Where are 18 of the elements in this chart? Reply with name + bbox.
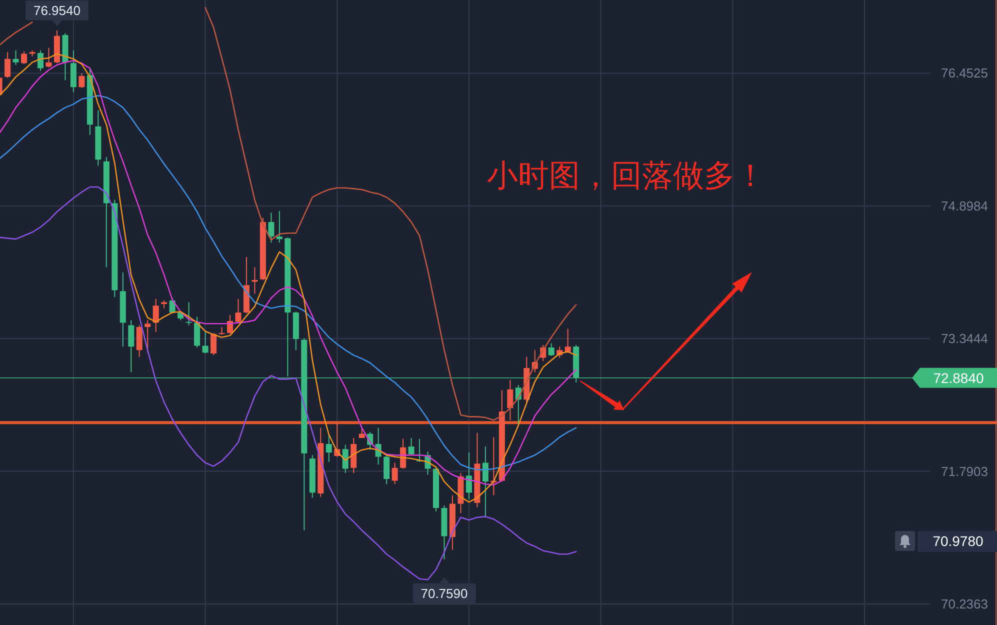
candlestick — [252, 267, 258, 294]
annotation: 76.9540 — [33, 2, 80, 18]
candlestick — [218, 327, 225, 335]
y-tick-label: 74.8984 — [941, 198, 988, 214]
alert-tag: 70.9780 — [918, 531, 997, 552]
y-tick-label: 76.4525 — [941, 66, 988, 81]
text: 小时图，回落做多！ — [487, 158, 766, 194]
ref-line-label: 72.8840 — [933, 370, 984, 386]
y-tick-label: 70.2363 — [941, 596, 988, 612]
candlestick — [276, 210, 282, 242]
y-tick-label: 71.7903 — [941, 464, 988, 479]
callout: 76.9540 — [25, 0, 88, 26]
y-tick-label: 73.3444 — [941, 331, 988, 346]
candlestick — [12, 50, 19, 65]
annotation: 70.7590 — [420, 586, 468, 601]
price-tag: 72.8840 — [912, 368, 997, 388]
candlestick — [29, 50, 36, 56]
callout: 70.7590 — [412, 577, 476, 604]
